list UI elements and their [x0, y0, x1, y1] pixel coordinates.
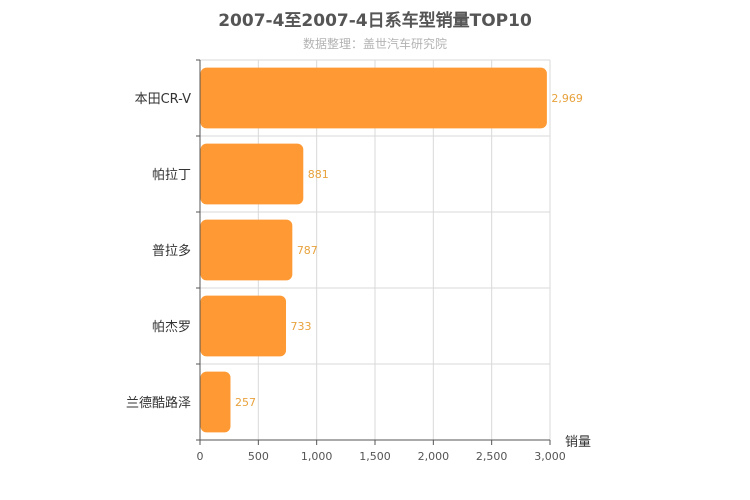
chart-subtitle: 数据整理：盖世汽车研究院 — [302, 37, 447, 51]
category-label: 本田CR-V — [135, 92, 192, 107]
x-tick-label: 3,000 — [534, 450, 566, 463]
x-tick-label: 500 — [248, 450, 269, 463]
bar-4 — [200, 371, 231, 433]
x-axis-label: 销量 — [565, 435, 591, 450]
category-label: 帕拉丁 — [152, 168, 191, 183]
value-label: 881 — [308, 168, 329, 181]
bar-1 — [200, 143, 304, 205]
category-label: 兰德酷路泽 — [126, 395, 191, 411]
x-tick-label: 1,500 — [359, 450, 391, 463]
category-label: 帕杰罗 — [152, 320, 191, 335]
value-label: 733 — [291, 320, 312, 333]
chart-title: 2007-4至2007-4日系车型销量TOP10 — [218, 11, 532, 31]
x-tick-label: 0 — [197, 450, 204, 463]
value-label: 787 — [297, 244, 318, 257]
category-label: 普拉多 — [152, 243, 191, 259]
x-tick-label: 2,000 — [418, 450, 450, 463]
bar-3 — [200, 295, 287, 357]
value-label: 2,969 — [551, 92, 583, 105]
x-tick-label: 2,500 — [476, 450, 508, 463]
value-label: 257 — [235, 396, 256, 409]
bar-2 — [200, 219, 293, 281]
bar-0 — [200, 67, 547, 129]
x-tick-label: 1,000 — [301, 450, 333, 463]
